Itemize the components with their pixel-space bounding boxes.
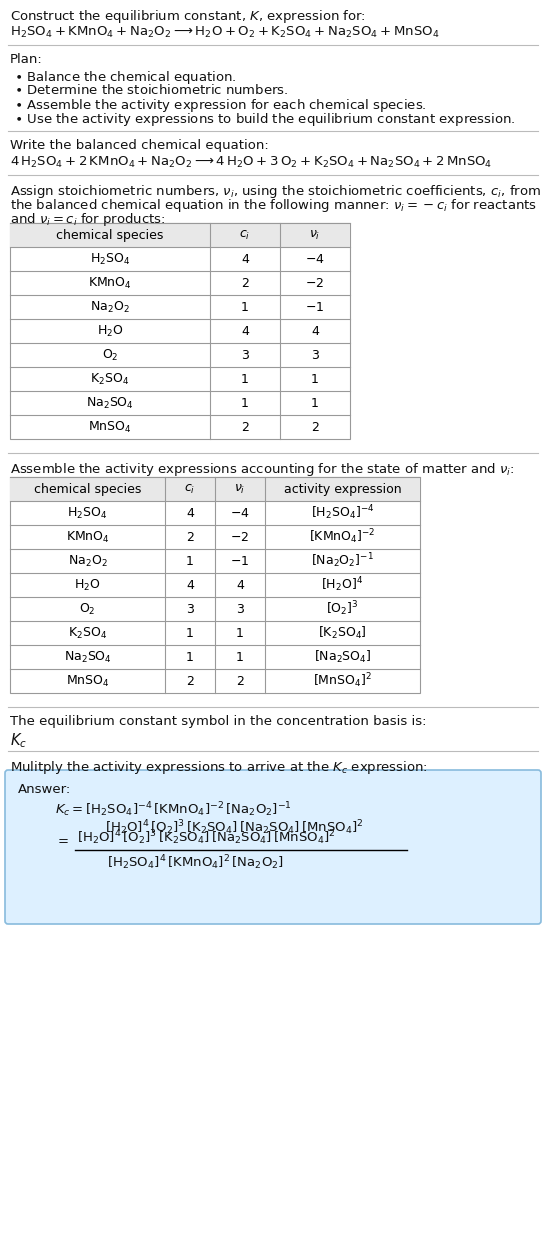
Text: 1: 1 [311,373,319,385]
Text: $\mathrm{Na_2SO_4}$: $\mathrm{Na_2SO_4}$ [86,395,134,410]
Text: $\mathrm{K_2SO_4}$: $\mathrm{K_2SO_4}$ [68,625,107,640]
Text: 4: 4 [186,506,194,520]
Text: 3: 3 [186,603,194,615]
Text: $\mathrm{O_2}$: $\mathrm{O_2}$ [79,602,96,617]
Text: the balanced chemical equation in the following manner: $\nu_i = -c_i$ for react: the balanced chemical equation in the fo… [10,196,537,214]
Text: and $\nu_i = c_i$ for products:: and $\nu_i = c_i$ for products: [10,211,165,227]
Text: $\bullet$ Balance the chemical equation.: $\bullet$ Balance the chemical equation. [14,70,236,86]
Text: 2: 2 [241,420,249,434]
Text: chemical species: chemical species [56,229,164,241]
Text: $\bullet$ Use the activity expressions to build the equilibrium constant express: $\bullet$ Use the activity expressions t… [14,111,515,128]
Text: $\mathrm{H_2SO_4}$: $\mathrm{H_2SO_4}$ [67,506,108,521]
Text: $=$: $=$ [55,834,69,846]
Text: 1: 1 [311,397,319,409]
Text: $-1$: $-1$ [230,554,250,568]
Text: $\mathrm{MnSO_4}$: $\mathrm{MnSO_4}$ [88,419,132,435]
Text: $[\mathrm{H_2O}]^{4}\,[\mathrm{O_2}]^{3}\,[\mathrm{K_2SO_4}]\,[\mathrm{Na_2SO_4}: $[\mathrm{H_2O}]^{4}\,[\mathrm{O_2}]^{3}… [77,828,336,846]
Text: activity expression: activity expression [284,482,401,496]
Text: $[\mathrm{H_2O}]^{4}\,[\mathrm{O_2}]^{3}\,[\mathrm{K_2SO_4}]\,[\mathrm{Na_2SO_4}: $[\mathrm{H_2O}]^{4}\,[\mathrm{O_2}]^{3}… [105,818,364,837]
Text: 2: 2 [241,276,249,290]
Text: 1: 1 [236,626,244,639]
Text: $\mathrm{H_2O}$: $\mathrm{H_2O}$ [74,578,101,593]
Text: Construct the equilibrium constant, $K$, expression for:: Construct the equilibrium constant, $K$,… [10,7,366,25]
Text: $\mathrm{H_2O}$: $\mathrm{H_2O}$ [97,323,123,338]
Text: $[\mathrm{O_2}]^{3}$: $[\mathrm{O_2}]^{3}$ [326,599,359,618]
Text: 1: 1 [241,397,249,409]
Text: chemical species: chemical species [34,482,141,496]
Text: $\mathrm{K_2SO_4}$: $\mathrm{K_2SO_4}$ [91,372,129,387]
Text: 2: 2 [311,420,319,434]
Text: $[\mathrm{H_2O}]^{4}$: $[\mathrm{H_2O}]^{4}$ [322,576,364,594]
Text: Assign stoichiometric numbers, $\nu_i$, using the stoichiometric coefficients, $: Assign stoichiometric numbers, $\nu_i$, … [10,183,541,200]
Text: $K_c$: $K_c$ [10,731,27,750]
FancyBboxPatch shape [5,769,541,924]
Text: 3: 3 [311,348,319,362]
Text: $\mathrm{H_2SO_4 + KMnO_4 + Na_2O_2 \longrightarrow H_2O + O_2 + K_2SO_4 + Na_2S: $\mathrm{H_2SO_4 + KMnO_4 + Na_2O_2 \lon… [10,25,440,40]
Text: $4\,\mathrm{H_2SO_4} + 2\,\mathrm{KMnO_4} + \mathrm{Na_2O_2} \longrightarrow 4\,: $4\,\mathrm{H_2SO_4} + 2\,\mathrm{KMnO_4… [10,155,492,170]
Text: 4: 4 [241,252,249,266]
Text: 1: 1 [186,650,194,664]
Text: $-2$: $-2$ [305,276,324,290]
Text: $\nu_i$: $\nu_i$ [234,482,246,496]
Text: $\nu_i$: $\nu_i$ [310,229,321,241]
Text: $\bullet$ Determine the stoichiometric numbers.: $\bullet$ Determine the stoichiometric n… [14,83,289,97]
Text: 1: 1 [241,301,249,313]
Bar [10,222,350,247]
Text: $\mathrm{Na_2O_2}$: $\mathrm{Na_2O_2}$ [68,553,108,568]
Text: 2: 2 [186,531,194,543]
Text: $\mathrm{KMnO_4}$: $\mathrm{KMnO_4}$ [66,530,109,544]
Bar [10,477,420,501]
Text: Answer:: Answer: [18,783,71,796]
Text: 4: 4 [311,324,319,338]
Text: $-1$: $-1$ [305,301,325,313]
Text: 3: 3 [236,603,244,615]
Text: The equilibrium constant symbol in the concentration basis is:: The equilibrium constant symbol in the c… [10,715,426,728]
Text: 1: 1 [241,373,249,385]
Text: 3: 3 [241,348,249,362]
Bar [10,477,420,694]
Text: $\mathrm{KMnO_4}$: $\mathrm{KMnO_4}$ [88,276,132,291]
Text: $[\mathrm{KMnO_4}]^{-2}$: $[\mathrm{KMnO_4}]^{-2}$ [309,527,376,547]
Text: Assemble the activity expressions accounting for the state of matter and $\nu_i$: Assemble the activity expressions accoun… [10,461,515,479]
Text: 1: 1 [186,554,194,568]
Text: $-4$: $-4$ [305,252,325,266]
Text: 4: 4 [241,324,249,338]
Text: $[\mathrm{Na_2O_2}]^{-1}$: $[\mathrm{Na_2O_2}]^{-1}$ [311,552,374,571]
Text: $\mathrm{MnSO_4}$: $\mathrm{MnSO_4}$ [66,674,109,689]
Text: 2: 2 [186,675,194,687]
Text: $[\mathrm{MnSO_4}]^{2}$: $[\mathrm{MnSO_4}]^{2}$ [313,671,372,690]
Text: $c_i$: $c_i$ [239,229,251,241]
Text: $\mathrm{Na_2O_2}$: $\mathrm{Na_2O_2}$ [90,300,130,314]
Text: $[\mathrm{H_2SO_4}]^{-4}$: $[\mathrm{H_2SO_4}]^{-4}$ [311,503,374,522]
Text: $K_c = [\mathrm{H_2SO_4}]^{-4}\,[\mathrm{KMnO_4}]^{-2}\,[\mathrm{Na_2O_2}]^{-1}$: $K_c = [\mathrm{H_2SO_4}]^{-4}\,[\mathrm… [55,800,292,819]
Bar [10,222,350,439]
Text: $c_i$: $c_i$ [185,482,195,496]
Text: $\bullet$ Assemble the activity expression for each chemical species.: $\bullet$ Assemble the activity expressi… [14,97,426,114]
Text: $\mathrm{Na_2SO_4}$: $\mathrm{Na_2SO_4}$ [63,649,111,665]
Text: $[\mathrm{H_2SO_4}]^{4}\,[\mathrm{KMnO_4}]^{2}\,[\mathrm{Na_2O_2}]$: $[\mathrm{H_2SO_4}]^{4}\,[\mathrm{KMnO_4… [107,853,284,871]
Text: $-4$: $-4$ [230,506,250,520]
Text: $[\mathrm{Na_2SO_4}]$: $[\mathrm{Na_2SO_4}]$ [314,649,371,665]
Text: 4: 4 [236,578,244,592]
Text: $[\mathrm{K_2SO_4}]$: $[\mathrm{K_2SO_4}]$ [318,625,367,641]
Text: Mulitply the activity expressions to arrive at the $K_c$ expression:: Mulitply the activity expressions to arr… [10,759,428,776]
Text: 1: 1 [186,626,194,639]
Text: $-2$: $-2$ [230,531,250,543]
Text: Plan:: Plan: [10,53,43,66]
Text: $\mathrm{O_2}$: $\mathrm{O_2}$ [102,348,118,363]
Text: Write the balanced chemical equation:: Write the balanced chemical equation: [10,139,269,152]
Text: 2: 2 [236,675,244,687]
Text: 1: 1 [236,650,244,664]
Text: 4: 4 [186,578,194,592]
Text: $\mathrm{H_2SO_4}$: $\mathrm{H_2SO_4}$ [90,251,130,266]
